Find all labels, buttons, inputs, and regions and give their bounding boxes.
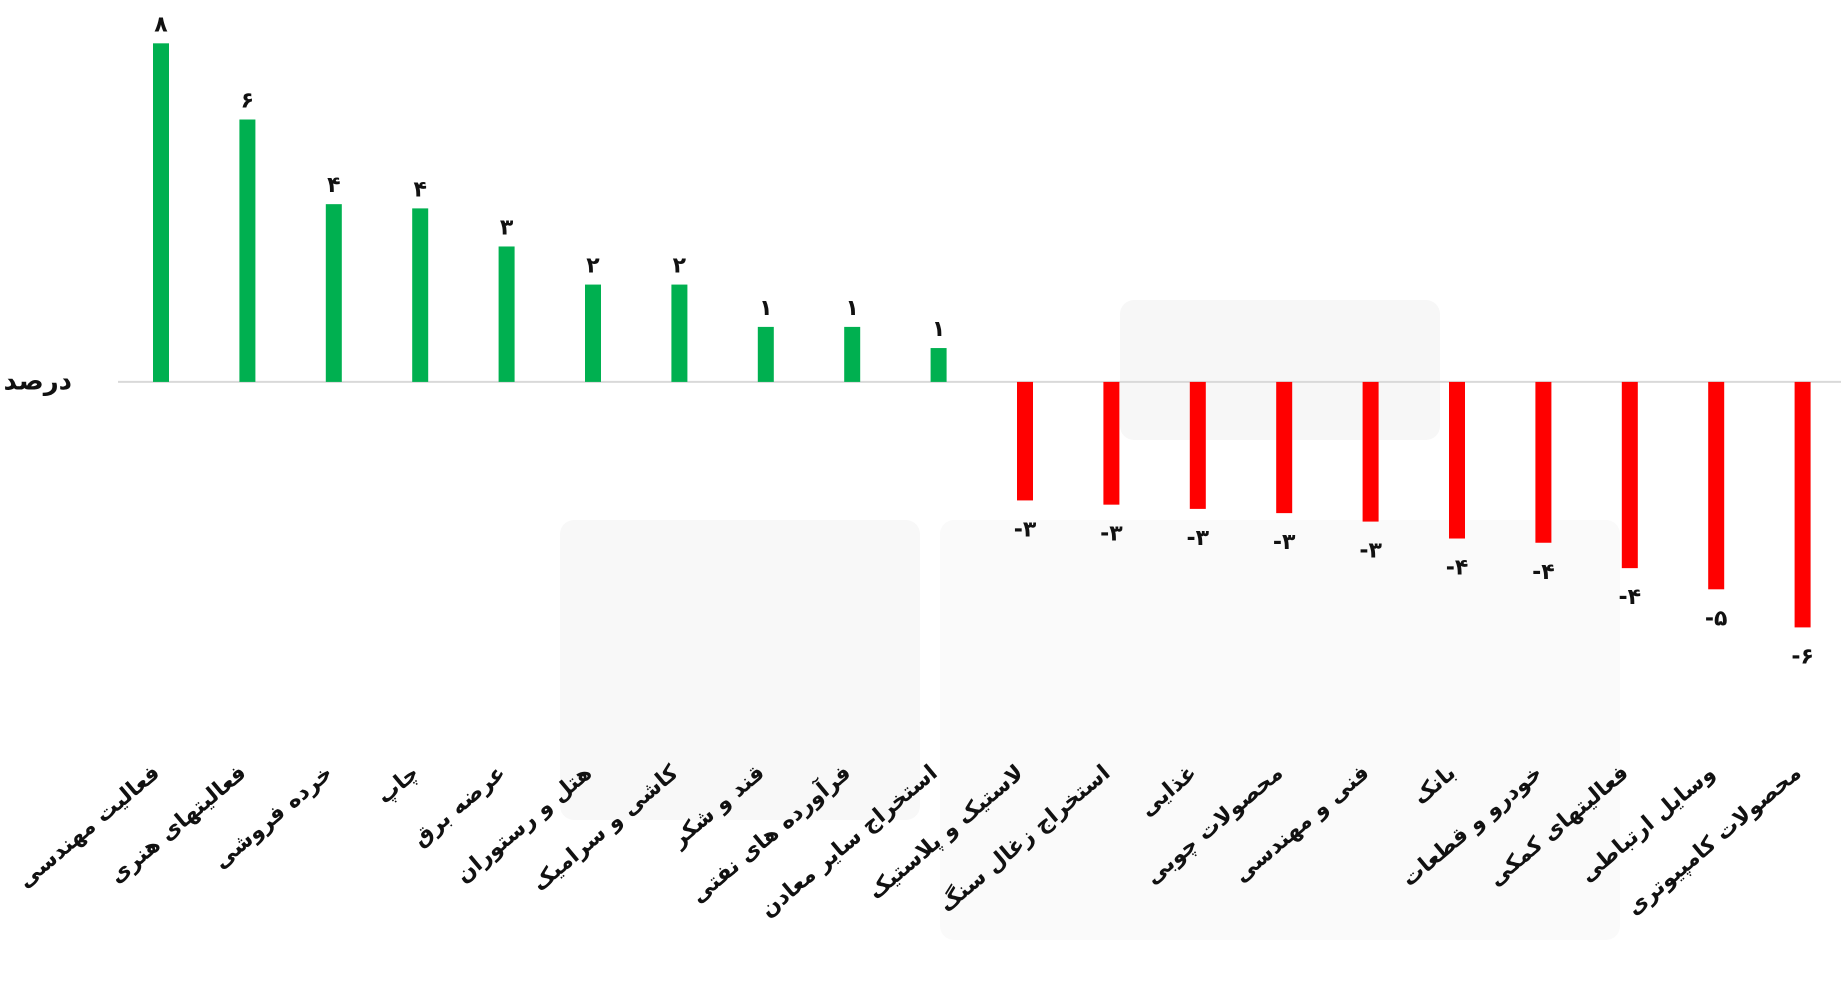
value-label: ۴: [327, 173, 340, 198]
x-tick-label: محصولات کامپیوتری: [1622, 760, 1806, 920]
value-label: ۲: [673, 254, 687, 279]
value-label: ۸: [154, 12, 168, 37]
value-label: -۴: [1619, 585, 1642, 610]
value-label: -۳: [1359, 539, 1382, 564]
bar: [757, 326, 774, 382]
bar: [1103, 381, 1120, 505]
background-shape: [560, 520, 920, 820]
bar: [412, 208, 429, 382]
bar: [585, 284, 601, 382]
bar: [844, 326, 861, 382]
value-label: ۲: [586, 254, 600, 279]
value-label: -۳: [1187, 526, 1210, 551]
value-label: -۳: [1273, 530, 1296, 555]
bar: [325, 204, 342, 382]
value-label: -۶: [1791, 644, 1814, 669]
value-label: ۳: [500, 215, 514, 240]
value-label: ۱: [845, 296, 858, 321]
bar: [1449, 381, 1465, 539]
bar: [1189, 381, 1206, 509]
bar: [1708, 381, 1725, 590]
value-label: -۴: [1446, 556, 1469, 581]
value-label: -۳: [1014, 517, 1037, 542]
value-label: -۴: [1532, 560, 1555, 585]
bar: [1017, 381, 1033, 501]
background-shape: [940, 520, 1620, 940]
y-axis-label: درصد: [4, 367, 72, 397]
bar: [1535, 381, 1552, 543]
x-tick-label: چاپ: [373, 760, 424, 809]
value-label: -۳: [1100, 522, 1123, 547]
value-label: ۶: [241, 89, 254, 114]
bar: [1794, 381, 1811, 628]
bar: [498, 246, 515, 382]
x-tick-label: فعالیت مهندسی: [13, 760, 165, 893]
bar: [239, 119, 256, 382]
value-label: -۵: [1705, 606, 1728, 631]
bar: [153, 43, 169, 382]
value-label: ۱: [759, 296, 772, 321]
bar: [1276, 381, 1293, 514]
value-label: ۴: [413, 177, 426, 202]
bar: [1362, 381, 1379, 522]
bar: [930, 348, 947, 382]
bar: [1621, 381, 1638, 569]
bar: [671, 284, 688, 382]
value-label: ۱: [932, 317, 945, 342]
